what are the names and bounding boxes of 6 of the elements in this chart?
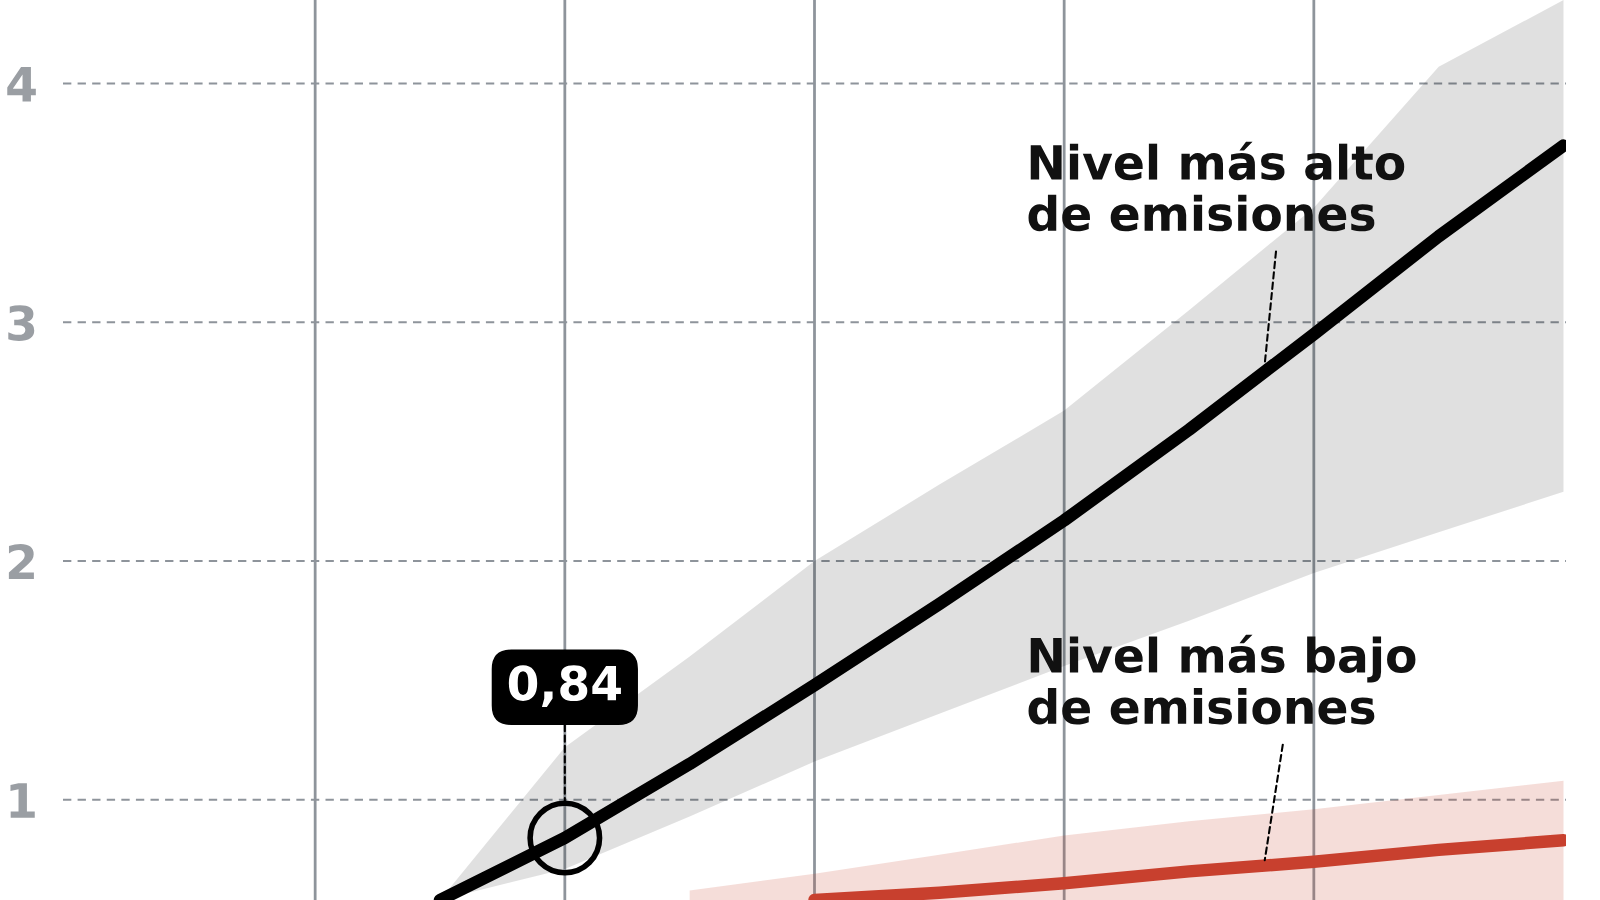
- data-label: 0,84: [508, 665, 621, 708]
- series-label: Nivel más alto de emisiones: [1028, 141, 1405, 232]
- y-tick-label: 4: [7, 67, 36, 102]
- y-tick-label: 2: [8, 543, 34, 579]
- y-tick-label: 3: [8, 305, 35, 341]
- y-tick-label: 1: [10, 783, 35, 818]
